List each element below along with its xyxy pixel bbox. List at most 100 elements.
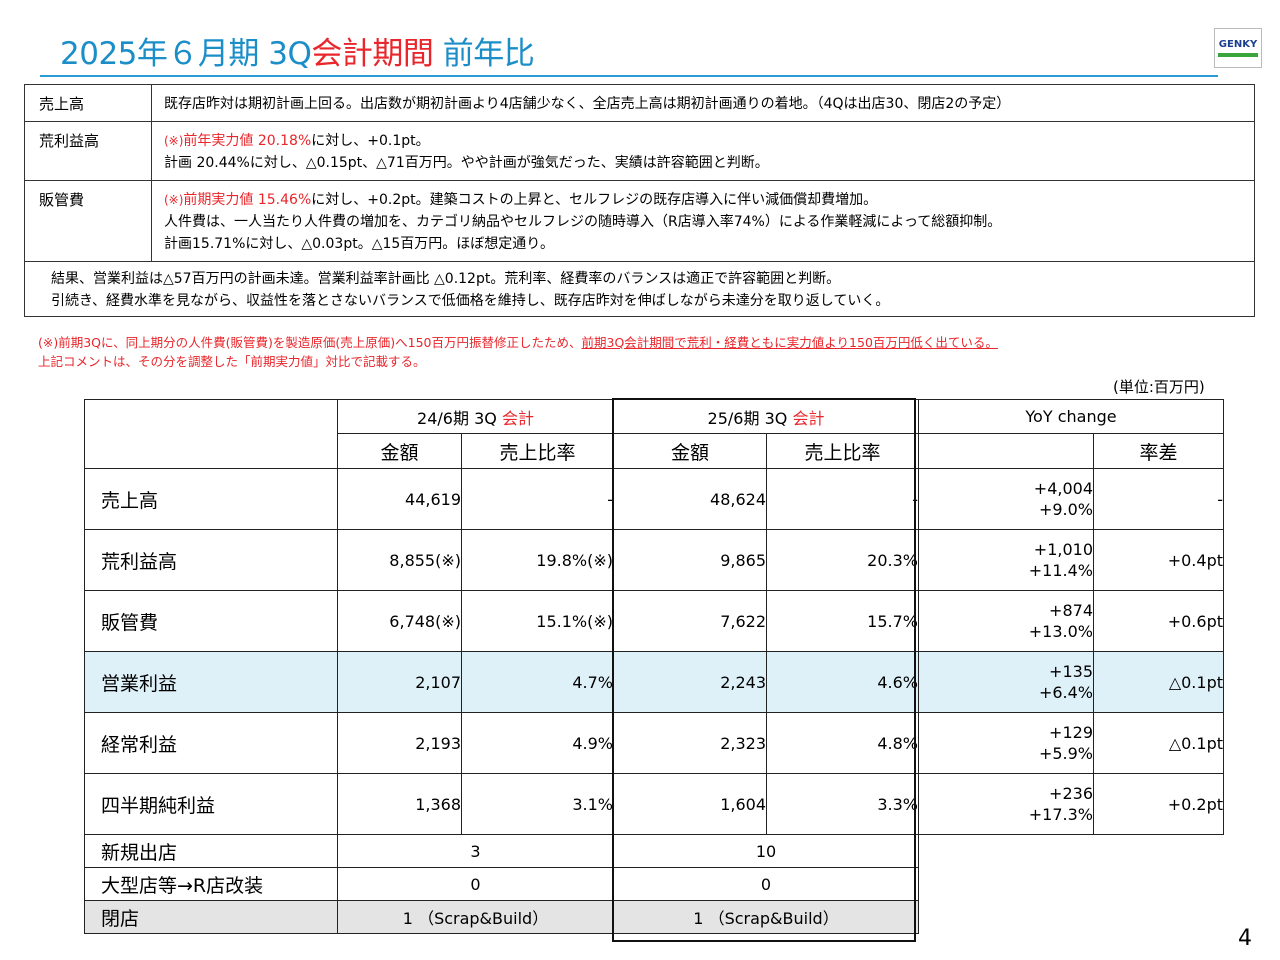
header-row-periods: 24/6期 3Q 会計 25/6期 3Q 会計 YoY change xyxy=(84,399,1224,469)
cell-yoy: +236 +17.3% xyxy=(918,773,1094,835)
table-row: 四半期純利益 1,368 3.1% 1,604 3.3% +236 +17.3% +0.2pt xyxy=(84,773,1224,835)
summary-row: 荒利益高 (※)前年実力値 20.18%に対し、+0.1pt。 計画 20.44%に… xyxy=(24,121,1255,181)
cell-prev-ratio: 3.1% xyxy=(461,773,614,835)
header-diff: 率差 xyxy=(1093,433,1224,469)
cell-cur-ratio: 20.3% xyxy=(766,529,919,591)
summary-label: 販管費 xyxy=(24,180,152,262)
summary-segment: (※) xyxy=(164,193,184,207)
cell-yoy: +874 +13.0% xyxy=(918,590,1094,652)
yoy-amount: +135 xyxy=(1049,662,1093,681)
row-label: 販管費 xyxy=(84,590,338,652)
summary-table: 売上高 既存店昨対は期初計画上回る。出店数が期初計画より4店舗少なく、全店売上高は… xyxy=(24,84,1255,317)
summary-segment: 計画15.71%に対し、△0.03pt。△15百万円。ほぼ想定通り。 xyxy=(164,236,554,252)
store-prev: 0 xyxy=(337,867,614,901)
cell-prev-ratio: 19.8%(※) xyxy=(461,529,614,591)
summary-line: 既存店昨対は期初計画上回る。出店数が期初計画より4店舗少なく、全店売上高は期初計… xyxy=(164,93,1254,115)
cell-prev-ratio: 4.7% xyxy=(461,651,614,713)
cell-diff: △0.1pt xyxy=(1093,651,1224,713)
summary-body: 既存店昨対は期初計画上回る。出店数が期初計画より4店舗少なく、全店売上高は期初計… xyxy=(151,84,1255,122)
store-empty xyxy=(918,900,1224,934)
table-row: 荒利益高 8,855(※) 19.8%(※) 9,865 20.3% +1,010 +11.… xyxy=(84,529,1224,591)
cell-cur-ratio: 15.7% xyxy=(766,590,919,652)
store-row: 新規出店 3 10 xyxy=(84,834,1224,868)
cell-cur-amt: 2,323 xyxy=(613,712,767,774)
store-label: 閉店 xyxy=(84,900,338,934)
footnote-line-2: 上記コメントは、その分を調整した「前期実力値」対比で記載する。 xyxy=(38,354,426,369)
row-label: 売上高 xyxy=(84,468,338,530)
table-row: 営業利益 2,107 4.7% 2,243 4.6% +135 +6.4% △0.1pt xyxy=(84,651,1224,713)
store-cur: 1 （Scrap&Build） xyxy=(613,900,919,934)
header-prev-ratio: 売上比率 xyxy=(461,433,614,469)
store-label: 大型店等→R店改装 xyxy=(84,867,338,901)
cell-diff: △0.1pt xyxy=(1093,712,1224,774)
summary-segment: (※) xyxy=(164,134,184,148)
cell-diff: +0.2pt xyxy=(1093,773,1224,835)
summary-footer-line: 結果、営業利益は△57百万円の計画未達。営業利益率計画比 △0.12pt。荒利率… xyxy=(51,271,841,287)
cell-diff: +0.4pt xyxy=(1093,529,1224,591)
cell-yoy: +4,004 +9.0% xyxy=(918,468,1094,530)
store-empty xyxy=(918,867,1224,901)
cell-cur-ratio: 3.3% xyxy=(766,773,919,835)
yoy-percent: +17.3% xyxy=(1028,805,1093,824)
page-number: 4 xyxy=(1238,926,1252,951)
yoy-percent: +9.0% xyxy=(1038,500,1093,519)
header-row-columns: 金額 売上比率 金額 売上比率 率差 xyxy=(85,433,1224,469)
footnote-line-1: (※)前期3Qに、同上期分の人件費(販管費)を製造原価(売上原価)へ150百万円… xyxy=(38,333,998,352)
summary-body: (※)前年実力値 20.18%に対し、+0.1pt。計画 20.44%に対し、△… xyxy=(151,121,1255,181)
yoy-amount: +236 xyxy=(1049,784,1093,803)
summary-line: 計画15.71%に対し、△0.03pt。△15百万円。ほぼ想定通り。 xyxy=(164,233,1254,255)
cell-prev-amt: 6,748(※) xyxy=(337,590,462,652)
summary-line: (※)前年実力値 20.18%に対し、+0.1pt。 xyxy=(164,130,1254,152)
cell-cur-amt: 7,622 xyxy=(613,590,767,652)
summary-line: 人件費は、一人当たり人件費の増加を、カテゴリ納品やセルフレジの随時導入（R店導入… xyxy=(164,211,1254,233)
cell-yoy: +129 +5.9% xyxy=(918,712,1094,774)
summary-segment: 前期実力値 15.46% xyxy=(183,192,312,208)
title-red: 会計期間 xyxy=(311,36,434,72)
row-label: 営業利益 xyxy=(84,651,338,713)
footnote-text: (※)前期3Qに、同上期分の人件費(販管費)を製造原価(売上原価)へ150百万円… xyxy=(38,335,582,350)
summary-body: (※)前期実力値 15.46%に対し、+0.2pt。建築コストの上昇と、セルフレ… xyxy=(151,180,1255,262)
cur-period-kaikei: 会計 xyxy=(792,408,825,428)
store-prev: 3 xyxy=(337,834,614,868)
footnote: (※)前期3Qに、同上期分の人件費(販管費)を製造原価(売上原価)へ150百万円… xyxy=(38,333,998,371)
header-yoy: YoY change xyxy=(918,399,1224,434)
cell-prev-amt: 2,107 xyxy=(337,651,462,713)
financial-table: 24/6期 3Q 会計 25/6期 3Q 会計 YoY change 金額 売上… xyxy=(84,399,1224,934)
summary-segment: 計画 20.44%に対し、△0.15pt、△71百万円。やや計画が強気だった、実… xyxy=(164,155,769,171)
unit-label: (単位:百万円) xyxy=(1113,378,1205,396)
page-title: 2025年６月期 3Q会計期間 前年比 xyxy=(60,28,535,73)
cell-cur-amt: 2,243 xyxy=(613,651,767,713)
cell-diff: +0.6pt xyxy=(1093,590,1224,652)
store-row: 閉店 1 （Scrap&Build） 1 （Scrap&Build） xyxy=(84,900,1224,934)
store-empty xyxy=(918,834,1224,868)
row-label: 経常利益 xyxy=(84,712,338,774)
summary-footer-row: 結果、営業利益は△57百万円の計画未達。営業利益率計画比 △0.12pt。荒利率… xyxy=(24,261,1255,317)
header-yoy-blank xyxy=(918,433,1094,469)
cell-prev-ratio: 4.9% xyxy=(461,712,614,774)
store-cur: 10 xyxy=(613,834,919,868)
header-cur-period: 25/6期 3Q 会計 xyxy=(613,399,919,434)
row-label: 荒利益高 xyxy=(84,529,338,591)
cell-prev-amt: 8,855(※) xyxy=(337,529,462,591)
prev-period-label: 24/6期 3Q xyxy=(417,408,502,428)
store-cur: 0 xyxy=(613,867,919,901)
cell-cur-ratio: - xyxy=(766,468,919,530)
cell-cur-amt: 48,624 xyxy=(613,468,767,530)
cell-prev-ratio: - xyxy=(461,468,614,530)
summary-segment: に対し、+0.2pt。建築コストの上昇と、セルフレジの既存店導入に伴い減価償却費… xyxy=(311,192,878,208)
yoy-amount: +129 xyxy=(1049,723,1093,742)
logo-bar xyxy=(1218,53,1258,57)
logo-text: GENKY xyxy=(1218,39,1258,50)
yoy-amount: +1,010 xyxy=(1033,540,1093,559)
cur-period-label: 25/6期 3Q xyxy=(707,408,793,428)
header-prev-amount: 金額 xyxy=(337,433,462,469)
store-label: 新規出店 xyxy=(84,834,338,868)
header-corner xyxy=(84,399,338,469)
table-row: 経常利益 2,193 4.9% 2,323 4.8% +129 +5.9% △0.1pt xyxy=(84,712,1224,774)
cell-prev-amt: 44,619 xyxy=(337,468,462,530)
yoy-percent: +13.0% xyxy=(1028,622,1093,641)
header-cur-ratio: 売上比率 xyxy=(766,433,919,469)
summary-segment: 既存店昨対は期初計画上回る。出店数が期初計画より4店舗少なく、全店売上高は期初計… xyxy=(164,96,1011,112)
cell-cur-amt: 9,865 xyxy=(613,529,767,591)
cell-diff: - xyxy=(1093,468,1224,530)
